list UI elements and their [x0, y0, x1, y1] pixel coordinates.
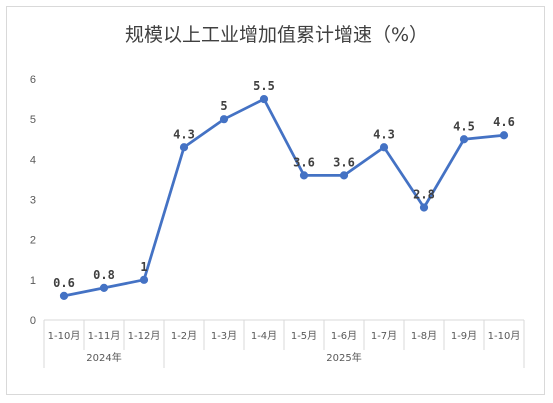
chart-frame: [6, 6, 545, 395]
x-tick-label: 1-10月: [488, 330, 521, 342]
data-point: [459, 135, 469, 144]
x-tick-label: 1-5月: [291, 330, 317, 342]
x-tick-label: 1-7月: [371, 330, 397, 342]
y-tick-label: 5: [30, 114, 36, 126]
data-point: [419, 203, 429, 212]
chart-title: 规模以上工业增加值累计增速（%）: [124, 24, 429, 46]
data-label: 5.5: [253, 79, 275, 93]
x-tick-label: 1-12月: [128, 330, 161, 342]
x-tick-label: 1-3月: [211, 330, 237, 342]
data-label: 4.3: [373, 127, 395, 141]
data-label: 4.5: [453, 119, 475, 133]
data-label: 0.8: [93, 268, 115, 282]
data-point: [339, 171, 349, 180]
x-tick-label: 1-6月: [331, 330, 357, 342]
data-point: [59, 291, 69, 300]
data-point: [379, 143, 389, 152]
x-tick-label: 1-8月: [411, 330, 437, 342]
y-tick-label: 1: [30, 275, 36, 287]
x-tick-label: 1-10月: [48, 330, 81, 342]
data-point: [179, 143, 189, 152]
x-tick-label: 1-2月: [171, 330, 197, 342]
data-label: 2.8: [413, 188, 435, 202]
data-point: [99, 283, 109, 292]
data-point: [299, 171, 309, 180]
y-tick-label: 6: [30, 74, 36, 86]
data-label: 0.6: [53, 276, 75, 290]
data-label: 3.6: [333, 155, 355, 169]
data-label: 4.3: [173, 127, 195, 141]
x-tick-label: 1-4月: [251, 330, 277, 342]
data-point: [499, 131, 509, 140]
x-group-label: 2025年: [326, 351, 361, 364]
axes: 0 1 2 3 4 5 6 1-10月 1-11月 1-12月 1-2月 1-3月 1-4月 1-5月 1-…: [30, 74, 525, 368]
data-point: [139, 275, 149, 284]
x-tick-label: 1-9月: [451, 330, 477, 342]
data-point: [259, 94, 269, 104]
x-tick-label: 1-11月: [88, 330, 121, 342]
y-tick-label: 4: [30, 154, 36, 166]
y-tick-label: 2: [30, 235, 36, 247]
data-point: [219, 115, 229, 124]
y-tick-label: 3: [30, 195, 36, 207]
data-labels: 0.6 0.8 1 4.3 5 5.5 3.6 3.6 4.3 2.8 4.5 4.6: [53, 79, 515, 290]
x-group-label: 2024年: [86, 351, 121, 364]
y-tick-label: 0: [30, 315, 36, 327]
data-label: 1: [140, 260, 147, 274]
data-label: 3.6: [293, 155, 315, 169]
series-line: [62, 97, 506, 298]
data-label: 4.6: [493, 115, 515, 129]
series: [59, 94, 509, 300]
data-label: 5: [220, 99, 227, 113]
